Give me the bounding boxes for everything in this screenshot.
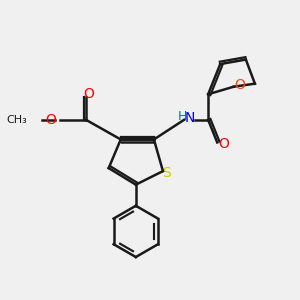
Text: O: O — [84, 87, 94, 101]
Text: CH₃: CH₃ — [7, 115, 27, 125]
Text: S: S — [162, 166, 171, 180]
Text: O: O — [218, 137, 229, 151]
Text: O: O — [234, 78, 245, 92]
Text: H: H — [178, 110, 187, 123]
Text: O: O — [45, 113, 56, 127]
Text: N: N — [185, 111, 195, 125]
